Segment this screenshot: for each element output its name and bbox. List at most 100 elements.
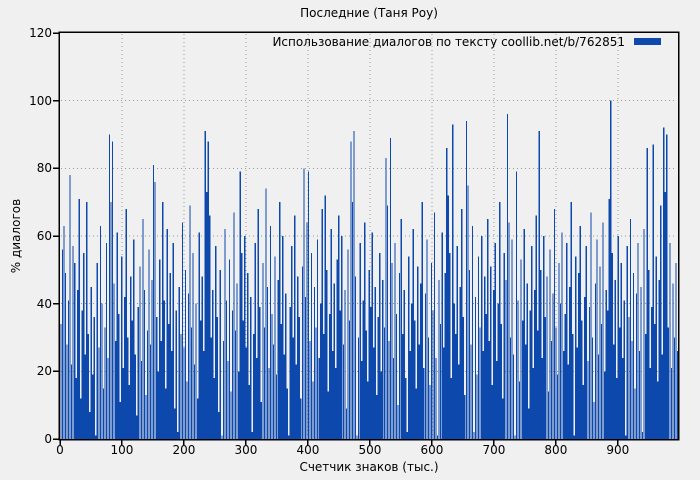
impulse-bar: [149, 344, 152, 439]
impulse-bar: [622, 357, 624, 439]
impulse-bar: [446, 148, 448, 439]
impulse-bar: [242, 320, 244, 439]
impulse-bar: [458, 364, 460, 439]
impulse-bar: [377, 317, 379, 439]
impulse-bar: [556, 374, 559, 439]
impulse-bar: [462, 317, 465, 439]
impulse-bar: [107, 357, 109, 439]
impulse-bar: [591, 337, 594, 439]
impulse-bar: [607, 310, 609, 439]
impulse-bar: [131, 320, 133, 439]
impulse-bar: [559, 303, 562, 439]
impulse-bar: [260, 401, 263, 439]
impulse-bar: [459, 286, 461, 439]
impulse-bar: [283, 354, 285, 439]
impulse-bar: [254, 242, 256, 439]
impulse-bar: [515, 171, 518, 439]
impulse-bar: [344, 290, 346, 439]
impulse-bar: [285, 293, 287, 439]
impulse-bar: [70, 364, 73, 439]
impulse-bar: [585, 246, 588, 439]
impulse-bar: [385, 158, 387, 439]
impulse-bar: [213, 378, 215, 439]
impulse-bar: [134, 354, 136, 439]
x-tick-label: 300: [234, 443, 258, 457]
impulse-bar: [652, 144, 654, 439]
impulse-bar: [277, 279, 279, 439]
impulse-bar: [127, 337, 129, 439]
impulse-bar: [198, 232, 200, 439]
impulse-bar: [201, 276, 203, 439]
y-tick-label: 80: [36, 161, 52, 176]
impulse-bar: [307, 171, 310, 439]
impulse-bar: [397, 405, 399, 439]
impulse-bar: [503, 252, 506, 439]
impulse-bar: [63, 225, 65, 439]
impulse-bar: [128, 384, 130, 439]
impulse-bar: [357, 337, 360, 439]
impulse-bar: [286, 388, 288, 439]
impulse-bar: [436, 435, 439, 439]
impulse-bar: [80, 398, 82, 439]
impulse-bar: [534, 290, 536, 439]
impulse-bar: [611, 252, 613, 439]
impulse-bar: [347, 249, 349, 439]
impulse-bar: [670, 367, 673, 439]
x-tick-label: 700: [482, 443, 506, 457]
x-tick-label: 900: [606, 443, 630, 457]
y-tick-label: 0: [44, 432, 52, 446]
impulse-bar: [371, 232, 373, 439]
impulse-bar: [450, 378, 452, 439]
impulse-bar: [83, 252, 85, 439]
impulse-bar: [81, 310, 83, 439]
impulse-bar: [230, 391, 232, 439]
impulse-bar: [351, 202, 354, 439]
impulse-bar: [168, 323, 170, 439]
x-tick-label: 0: [56, 443, 64, 457]
impulse-bar: [104, 327, 106, 439]
impulse-bar: [423, 367, 425, 439]
impulse-bar: [155, 317, 158, 439]
impulse-bar: [429, 384, 431, 439]
impulse-bar: [569, 286, 571, 439]
impulse-bar: [60, 323, 62, 439]
impulse-bar: [125, 208, 127, 439]
impulse-bar: [616, 378, 618, 439]
impulse-bar: [487, 219, 489, 439]
impulse-bar: [192, 252, 194, 439]
impulse-bar: [87, 334, 89, 439]
impulse-bar: [224, 229, 226, 439]
impulse-bar: [388, 340, 390, 439]
impulse-bar: [137, 307, 140, 439]
impulse-bar: [69, 175, 71, 439]
impulse-bar: [140, 361, 143, 439]
impulse-bar: [540, 269, 542, 439]
impulse-bar: [297, 276, 299, 439]
impulse-bar: [613, 344, 615, 439]
impulse-bar: [490, 266, 492, 439]
impulse-bar: [231, 310, 234, 439]
impulse-bar: [174, 408, 176, 439]
impulse-bar: [142, 219, 144, 439]
impulse-bar: [268, 367, 270, 439]
impulse-bar: [312, 381, 314, 439]
impulse-bar: [300, 398, 302, 439]
impulse-bar: [288, 435, 290, 439]
impulse-bar: [549, 249, 551, 439]
impulse-bar: [593, 401, 595, 439]
impulse-bar: [237, 371, 240, 439]
impulse-bar: [628, 317, 630, 439]
impulse-bar: [93, 317, 95, 439]
y-tick-label: 100: [29, 93, 52, 108]
impulse-bar: [236, 283, 238, 439]
impulse-bar: [362, 300, 364, 439]
impulse-bar: [474, 296, 477, 439]
chart-title: Последние (Таня Роу): [300, 6, 438, 20]
impulse-bar: [239, 171, 241, 439]
impulse-bar: [145, 395, 147, 439]
impulse-bar: [116, 232, 118, 439]
impulse-bar: [483, 276, 486, 439]
impulse-bar: [210, 337, 212, 439]
impulse-bar: [339, 310, 342, 439]
impulse-bar: [453, 303, 455, 439]
